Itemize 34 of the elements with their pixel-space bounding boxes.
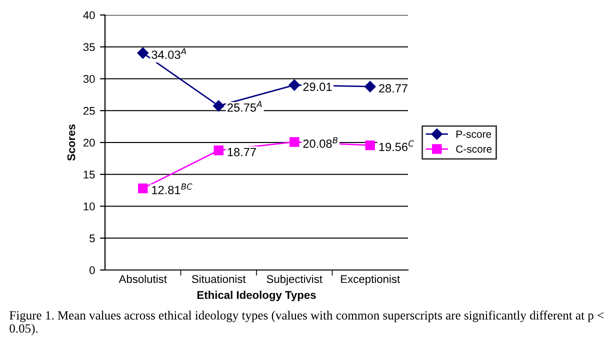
x-tick-label: Subjectivist (266, 274, 322, 286)
x-tick-label: Absolutist (118, 274, 167, 284)
point (137, 47, 148, 59)
legend-label: C-score (456, 145, 492, 153)
data-label: 25.75$^{A}$ (228, 101, 262, 112)
point (364, 80, 376, 92)
point (290, 137, 300, 147)
data-label: 28.77 (379, 84, 408, 93)
x-tick-label: Exceptionist (341, 274, 400, 286)
x-axis-title: Ethical Ideology Types (197, 290, 316, 302)
y-tick-label: 10 (84, 202, 95, 210)
data-label: 34.03$^{A}$ (152, 48, 186, 59)
caption: Figure 1. Mean values across ethical ideology types (values with common superscripts are significantly different at p < 0.05). (10, 310, 604, 336)
y-axis-title: Scores (67, 124, 76, 161)
legend-label: P-score (456, 130, 492, 138)
data-label: 12.81$^{BC}$ (152, 183, 192, 194)
point (288, 79, 300, 91)
data-label: 19.56$^{C}$ (379, 140, 414, 152)
data-label: 29.01 (303, 82, 332, 92)
point (365, 140, 375, 150)
point (138, 183, 148, 194)
y-tick-label: 30 (83, 75, 95, 83)
y-tick-label: 25 (83, 106, 95, 115)
y-tick-label: 35 (83, 43, 95, 52)
y-tick-label: 5 (90, 234, 95, 242)
x-tick-label: Situationist (192, 274, 246, 284)
y-tick-label: 0 (90, 266, 95, 274)
y-tick-label: 40 (83, 11, 95, 20)
point (213, 100, 224, 112)
y-tick-label: 20 (83, 138, 95, 147)
data-label: 20.08$^{B}$ (303, 137, 338, 148)
data-label: 18.77 (228, 148, 256, 156)
point (214, 145, 224, 156)
y-tick-label: 15 (84, 170, 95, 179)
